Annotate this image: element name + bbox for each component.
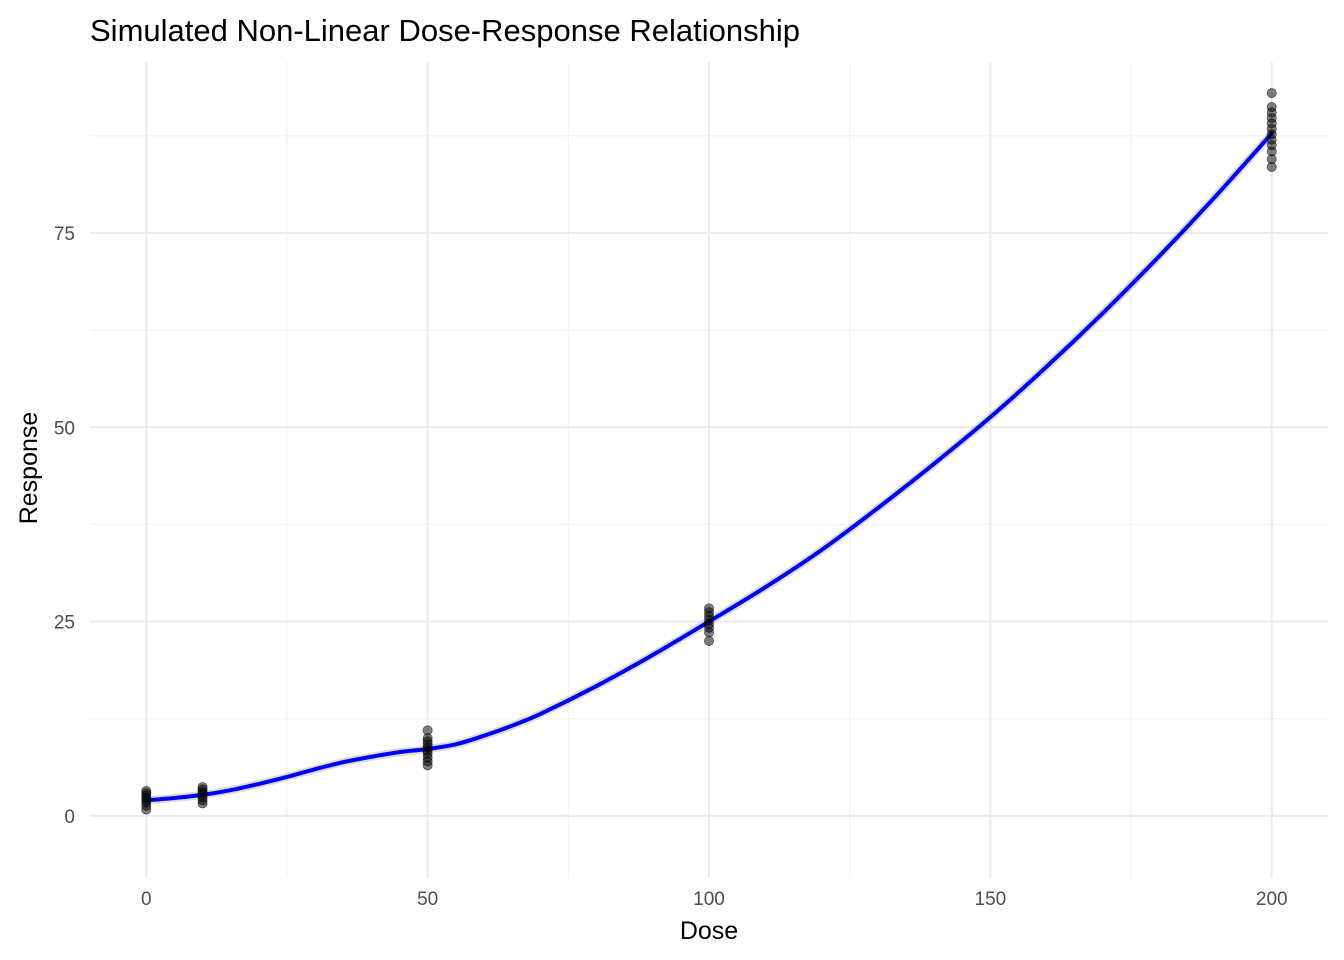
x-axis-title: Dose <box>680 917 738 945</box>
x-tick-label: 0 <box>141 889 152 910</box>
y-tick-label: 0 <box>64 807 75 828</box>
x-tick-label: 200 <box>1256 889 1288 910</box>
fit-line-layer <box>142 129 1276 805</box>
data-point <box>422 725 433 736</box>
y-axis-tick-labels: 0 25 50 75 <box>54 224 75 828</box>
data-point <box>141 785 152 796</box>
data-point <box>704 603 715 614</box>
chart-title: Simulated Non-Linear Dose-Response Relat… <box>90 13 800 48</box>
data-point <box>704 635 715 646</box>
x-axis-tick-labels: 0 50 100 150 200 <box>141 889 1288 910</box>
y-tick-label: 25 <box>54 613 75 634</box>
x-tick-label: 100 <box>693 889 725 910</box>
data-point <box>197 782 208 793</box>
x-tick-label: 150 <box>975 889 1007 910</box>
y-tick-label: 75 <box>54 224 75 245</box>
y-axis-title: Response <box>15 412 43 525</box>
fit-line <box>144 131 1274 803</box>
data-point <box>1266 88 1277 99</box>
data-points-layer <box>141 88 1277 815</box>
y-tick-label: 50 <box>54 418 75 439</box>
data-point <box>1266 102 1277 113</box>
x-tick-label: 50 <box>417 889 438 910</box>
